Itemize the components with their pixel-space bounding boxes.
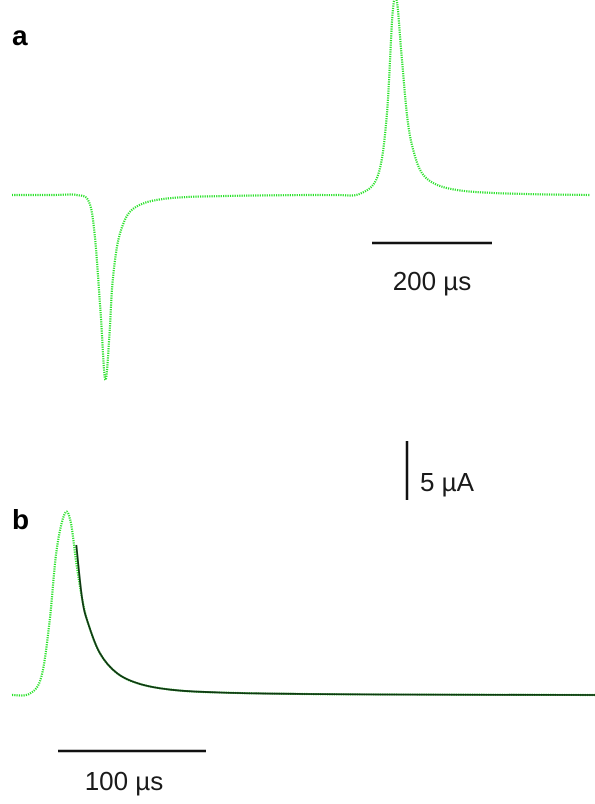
trace-b [12, 512, 595, 696]
panel-a-label: a [12, 20, 28, 51]
panel-b-label: b [12, 504, 29, 535]
current-scalebar-label: 5 µA [420, 467, 475, 497]
panel-a-recorded-trace [12, 0, 590, 380]
trace-a [12, 0, 590, 380]
time-scalebar-b-label: 100 µs [85, 766, 164, 796]
panel-b-recorded-trace [12, 512, 595, 696]
time-scalebar-a-label: 200 µs [393, 266, 472, 296]
panel-b-fit-trace [76, 545, 595, 695]
